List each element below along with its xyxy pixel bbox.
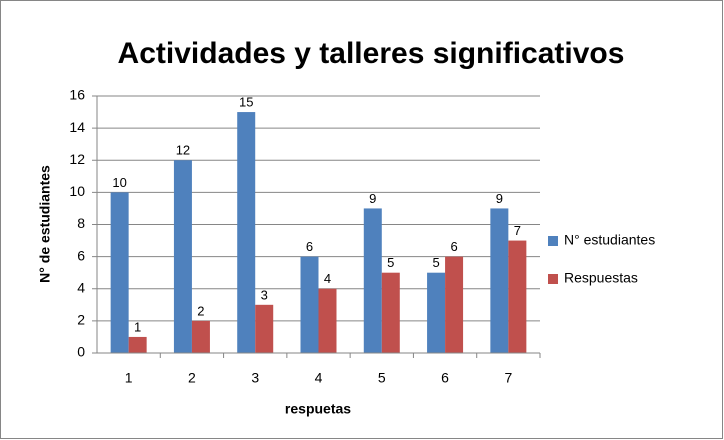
- y-tick-label: 10: [69, 183, 85, 199]
- data-label: 9: [496, 191, 503, 206]
- y-tick-label: 8: [77, 215, 85, 231]
- x-tick-label: 4: [315, 370, 323, 386]
- y-tick-label: 2: [77, 312, 85, 328]
- data-label: 4: [324, 271, 331, 286]
- bar: [490, 208, 509, 353]
- y-axis-label: N° de estudiantes: [37, 165, 53, 283]
- data-label: 1: [134, 319, 141, 334]
- y-tick-label: 0: [77, 344, 85, 360]
- bar: [255, 304, 274, 353]
- x-axis-label: respuetas: [285, 401, 351, 417]
- legend-label: Respuestas: [564, 270, 638, 286]
- y-tick-label: 12: [69, 151, 85, 167]
- data-label: 10: [112, 175, 126, 190]
- bar: [237, 112, 256, 353]
- data-label: 3: [261, 287, 268, 302]
- x-tick-label: 1: [125, 370, 133, 386]
- bar: [427, 272, 446, 353]
- bar: [191, 320, 210, 353]
- data-label: 5: [387, 255, 394, 270]
- y-tick-label: 16: [69, 87, 85, 103]
- bar: [173, 160, 192, 353]
- bar: [300, 256, 319, 353]
- x-tick-label: 6: [441, 370, 449, 386]
- x-tick-label: 5: [378, 370, 386, 386]
- y-tick-label: 6: [77, 247, 85, 263]
- bar: [318, 288, 337, 353]
- data-label: 15: [239, 95, 253, 110]
- bar: [381, 272, 400, 353]
- bar: [363, 208, 382, 353]
- data-label: 7: [514, 223, 521, 238]
- data-label: 6: [450, 239, 457, 254]
- legend-swatch: [548, 274, 558, 284]
- y-tick-label: 4: [77, 279, 85, 295]
- bar: [508, 240, 527, 353]
- data-label: 2: [197, 303, 204, 318]
- data-label: 6: [306, 239, 313, 254]
- data-label: 12: [176, 143, 190, 158]
- x-tick-label: 7: [504, 370, 512, 386]
- y-tick-label: 14: [69, 119, 85, 135]
- legend-label: N° estudiantes: [564, 232, 655, 248]
- x-tick-label: 3: [251, 370, 259, 386]
- data-label: 5: [432, 255, 439, 270]
- bar: [110, 192, 129, 353]
- data-label: 9: [369, 191, 376, 206]
- legend-swatch: [548, 236, 558, 246]
- bar: [128, 336, 147, 353]
- chart-title: Actividades y talleres significativos: [118, 37, 625, 70]
- bar: [445, 256, 464, 353]
- x-tick-label: 2: [188, 370, 196, 386]
